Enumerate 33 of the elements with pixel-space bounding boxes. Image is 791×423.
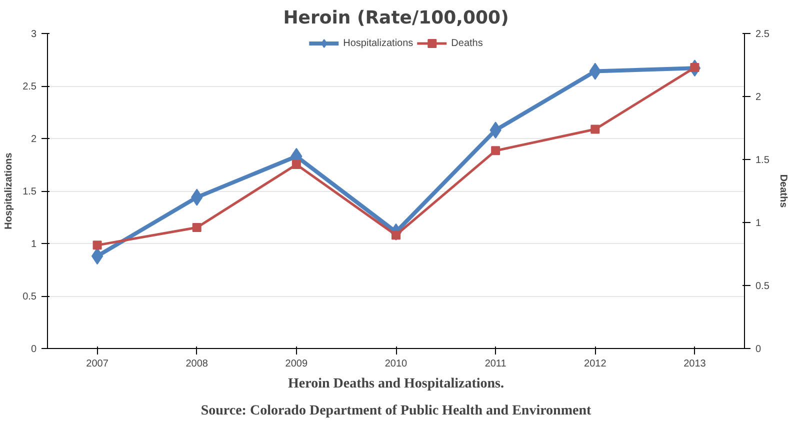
x-tick-label: 2011 xyxy=(484,358,507,370)
point xyxy=(91,248,104,265)
y-axis-title: Hospitalizations xyxy=(4,152,15,230)
y-tick-label: 1 xyxy=(30,239,37,250)
x-tick-label: 2013 xyxy=(684,358,706,370)
chart-title: Heroin (Rate/100,000) xyxy=(283,8,509,28)
y-tick-label: 3 xyxy=(30,29,37,40)
legend-label: Hospitalizations xyxy=(343,38,414,48)
point xyxy=(192,223,202,232)
x-tick-label: 2007 xyxy=(86,358,109,370)
x-tick-label: 2010 xyxy=(384,358,408,370)
y-tick-label: 2.5 xyxy=(22,82,37,92)
y2-axis-title: Deaths xyxy=(777,174,788,208)
point xyxy=(292,160,301,170)
y2-tick-label: 0.5 xyxy=(756,281,770,292)
x-tick-label: 2009 xyxy=(285,358,308,370)
x-tick-label: 2012 xyxy=(584,358,607,370)
y2-tick-label: 2 xyxy=(756,92,762,103)
y-tick-label: 0 xyxy=(30,344,37,355)
y2-tick-label: 1 xyxy=(756,218,762,229)
y2-tick-label: 1.5 xyxy=(756,155,770,166)
text: Heroin Deaths and Hospitalizations. xyxy=(288,376,504,392)
y-tick-label: 1.5 xyxy=(22,186,37,198)
legend-label: Deaths xyxy=(451,38,483,48)
y-tick-label: 2 xyxy=(30,134,37,145)
x-tick-label: 2008 xyxy=(186,358,208,370)
point xyxy=(491,146,500,156)
y2-tick-label: 2.5 xyxy=(756,29,770,40)
y-tick-label: 0.5 xyxy=(22,292,37,302)
point xyxy=(590,124,600,134)
point xyxy=(92,240,102,250)
y2-tick-label: 0 xyxy=(756,344,762,355)
source-note: Source: Colorado Department of Public Health and Environment xyxy=(200,404,592,418)
